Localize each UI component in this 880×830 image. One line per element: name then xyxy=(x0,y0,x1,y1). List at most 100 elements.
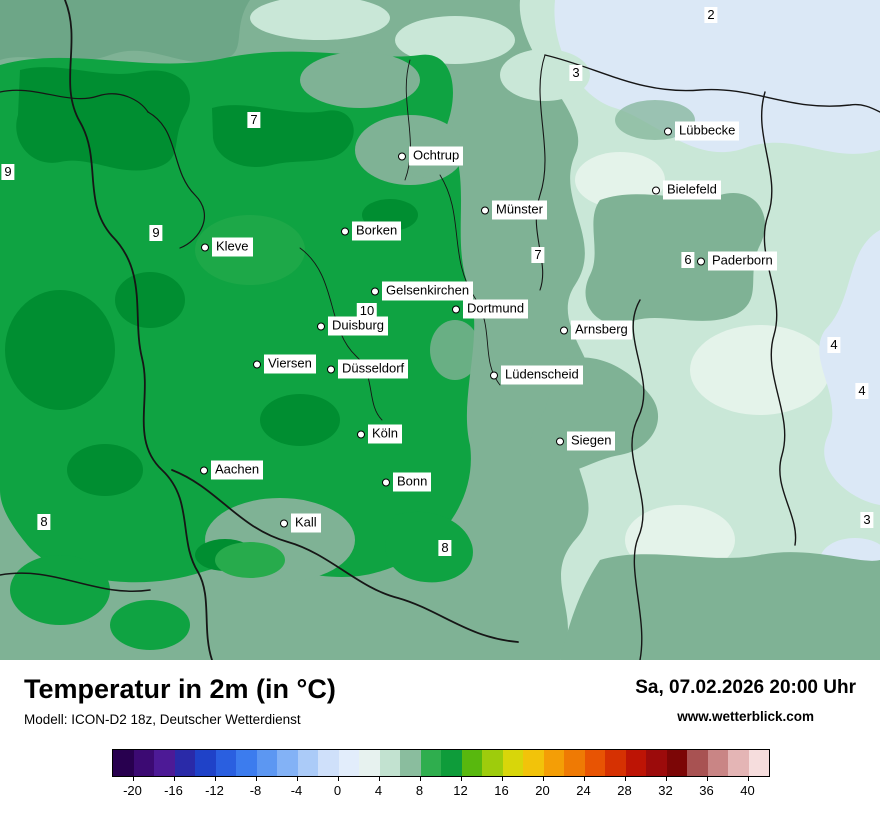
legend-tick-label: -4 xyxy=(290,783,303,798)
city-marker: Düsseldorf xyxy=(327,359,409,379)
page-title: Temperatur in 2m (in °C) xyxy=(24,674,336,704)
legend-color-segment xyxy=(113,750,134,776)
city-dot-icon xyxy=(652,186,660,194)
city-marker: Kleve xyxy=(201,237,253,257)
city-dot-icon xyxy=(697,257,705,265)
legend-tick-mark xyxy=(337,776,339,781)
legend-tick-label: 40 xyxy=(740,783,755,798)
title-block: Temperatur in 2m (in °C) Modell: ICON-D2… xyxy=(24,674,336,727)
city-label: Bonn xyxy=(393,472,432,492)
legend-color-segment xyxy=(133,750,154,776)
city-label: Ochtrup xyxy=(409,146,464,166)
city-marker: Borken xyxy=(341,221,402,241)
city-dot-icon xyxy=(253,360,261,368)
legend-color-segment xyxy=(400,750,421,776)
legend-color-segment xyxy=(215,750,236,776)
legend-tick-mark xyxy=(542,776,544,781)
city-marker: Siegen xyxy=(556,431,616,451)
temperature-legend: -20 -16 -12 -8 -4 0 4 8 12 16 20 24 28 32 36 40 xyxy=(0,737,880,829)
city-dot-icon xyxy=(280,519,288,527)
city-dot-icon xyxy=(317,322,325,330)
legend-tick-mark xyxy=(624,776,626,781)
city-label: Gelsenkirchen xyxy=(382,281,474,301)
city-marker: Ochtrup xyxy=(398,146,464,166)
city-dot-icon xyxy=(398,152,406,160)
city-label: Lübbecke xyxy=(675,121,740,141)
legend-colorbar xyxy=(112,749,770,777)
legend-tick-mark xyxy=(132,776,134,781)
legend-tick-label: 36 xyxy=(699,783,714,798)
city-dot-icon xyxy=(556,437,564,445)
legend-tick-mark xyxy=(706,776,708,781)
legend-color-segment xyxy=(625,750,646,776)
legend-tick-label: 20 xyxy=(535,783,550,798)
city-dot-icon xyxy=(371,287,379,295)
legend-color-segment xyxy=(277,750,298,776)
temperature-value-label: 10 xyxy=(356,303,378,319)
city-label: Münster xyxy=(492,200,547,220)
city-label: Arnsberg xyxy=(571,320,632,340)
temperature-value-label: 3 xyxy=(569,65,583,81)
legend-tick-label: -16 xyxy=(164,783,183,798)
city-marker: Paderborn xyxy=(697,251,777,271)
legend-tick-mark xyxy=(747,776,749,781)
city-dot-icon xyxy=(341,227,349,235)
map-labels-overlay: Kleve Ochtrup Lübbecke Bielefeld Münster Bork… xyxy=(1,7,874,556)
temperature-value-label: 4 xyxy=(855,383,869,399)
temperature-map: Kleve Ochtrup Lübbecke Bielefeld Münster Bork… xyxy=(0,0,880,660)
website-url: www.wetterblick.com xyxy=(677,709,815,724)
temperature-value-label: 8 xyxy=(37,514,51,530)
city-dot-icon xyxy=(490,371,498,379)
temperature-value-label: 4 xyxy=(827,337,841,353)
city-label: Siegen xyxy=(567,431,616,451)
legend-tick-label: 24 xyxy=(576,783,591,798)
legend-tick-mark xyxy=(296,776,298,781)
city-marker: Duisburg xyxy=(317,316,389,336)
city-marker: Bielefeld xyxy=(652,180,721,200)
city-dot-icon xyxy=(382,478,390,486)
city-label: Bielefeld xyxy=(663,180,721,200)
city-marker: Bonn xyxy=(382,472,432,492)
legend-tick-label: -12 xyxy=(205,783,224,798)
legend-color-segment xyxy=(338,750,359,776)
legend-color-segment xyxy=(359,750,380,776)
city-marker: Gelsenkirchen xyxy=(371,281,474,301)
city-label: Lüdenscheid xyxy=(501,365,583,385)
legend-color-segment xyxy=(502,750,523,776)
legend-tick-mark xyxy=(460,776,462,781)
city-marker: Kall xyxy=(280,513,321,533)
forecast-datetime: Sa, 07.02.2026 20:00 Uhr xyxy=(635,677,856,698)
city-marker: Lüdenscheid xyxy=(490,365,583,385)
legend-tick-mark xyxy=(419,776,421,781)
temperature-value-label: 2 xyxy=(704,7,718,23)
city-dot-icon xyxy=(452,305,460,313)
city-marker: Münster xyxy=(481,200,547,220)
legend-tick-mark xyxy=(583,776,585,781)
legend-color-segment xyxy=(154,750,175,776)
legend-tick-label: 28 xyxy=(617,783,632,798)
legend-color-segment xyxy=(728,750,749,776)
city-marker: Arnsberg xyxy=(560,320,632,340)
legend-color-segment xyxy=(420,750,441,776)
legend-tick-label: 4 xyxy=(374,783,383,798)
legend-color-segment xyxy=(748,750,769,776)
legend-color-segment xyxy=(646,750,667,776)
city-label: Aachen xyxy=(211,460,264,480)
city-dot-icon xyxy=(481,206,489,214)
legend-color-segment xyxy=(379,750,400,776)
temperature-value-label: 6 xyxy=(681,252,695,268)
legend-tick-mark xyxy=(665,776,667,781)
date-block: Sa, 07.02.2026 20:00 Uhr www.wetterblick… xyxy=(635,677,856,724)
city-dot-icon xyxy=(327,365,335,373)
legend-tick-mark xyxy=(173,776,175,781)
city-marker: Aachen xyxy=(200,460,264,480)
city-marker: Köln xyxy=(357,424,403,444)
city-marker: Dortmund xyxy=(452,299,529,319)
legend-tick-label: 12 xyxy=(453,783,468,798)
city-dot-icon xyxy=(664,127,672,135)
legend-tick-label: 0 xyxy=(333,783,342,798)
legend-tick-mark xyxy=(378,776,380,781)
legend-tick-label: -20 xyxy=(123,783,142,798)
city-label: Kleve xyxy=(212,237,253,257)
temperature-value-label: 3 xyxy=(860,512,874,528)
